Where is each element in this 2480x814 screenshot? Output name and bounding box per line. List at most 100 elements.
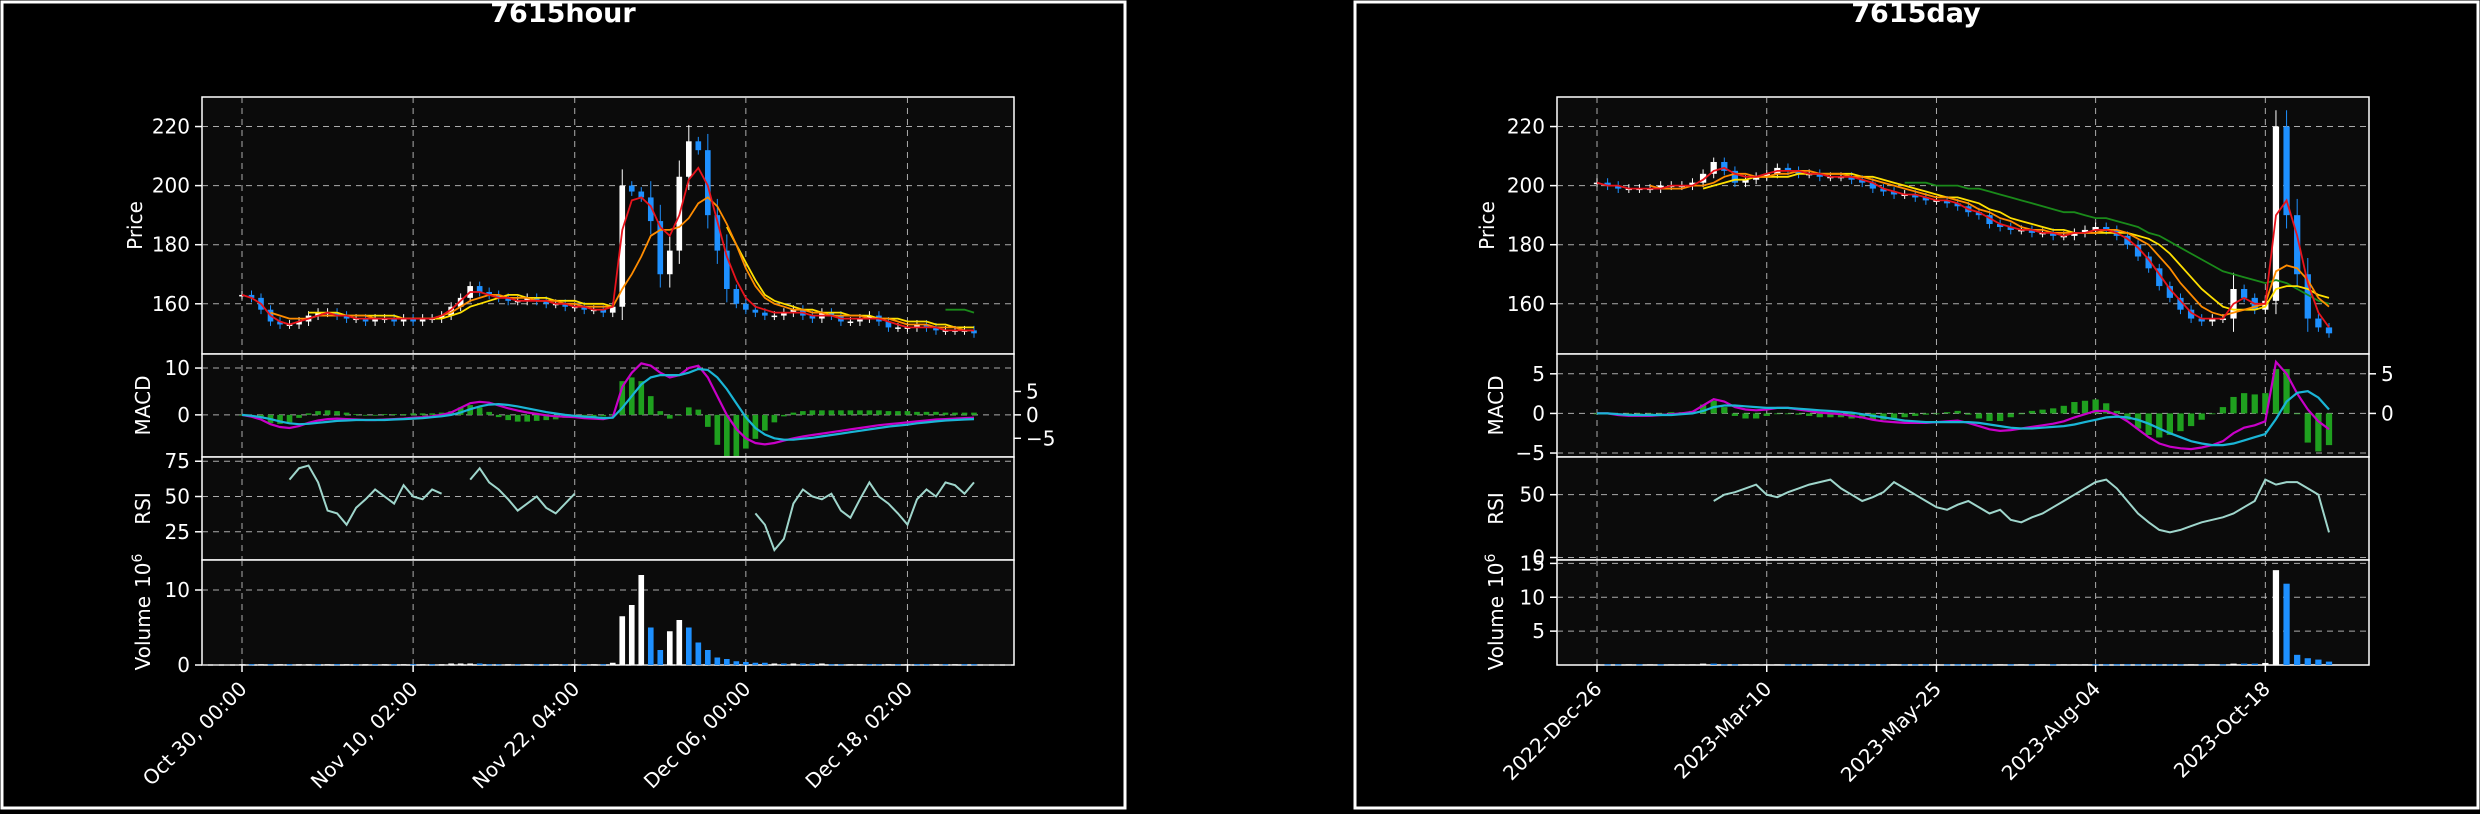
hourly-volume-bar [400, 664, 407, 666]
hourly-price-ytick-label: 220 [152, 115, 190, 139]
hourly-volume-bar [467, 663, 473, 665]
daily-macd-histogram-bar [2230, 396, 2237, 414]
daily-macd-histogram-bar [2219, 407, 2227, 414]
hourly-volume-bar [372, 664, 378, 666]
hourly-candle-body [524, 297, 531, 301]
hourly-macd-histogram-bar [543, 414, 550, 421]
daily-volume-bar [1636, 664, 1643, 666]
hourly-volume-multiplier: 10 [131, 563, 155, 588]
daily-macd-histogram-bar [1668, 412, 1675, 414]
daily-macd-histogram-bar [2240, 393, 2248, 414]
hourly-macd-histogram-bar [619, 381, 626, 415]
daily-rsi-ylabel: RSI [1484, 492, 1508, 525]
daily-macd-histogram-bar [2103, 403, 2110, 414]
daily-volume-bar [1816, 664, 1823, 666]
hourly-volume-bar [514, 664, 521, 666]
daily-macd-histogram-bar [1954, 410, 1961, 414]
daily-candle-body [1859, 179, 1866, 183]
hourly-volume-bar [353, 664, 359, 666]
hourly-volume-bar [838, 664, 844, 666]
hourly-candle-body [923, 324, 930, 328]
hourly-volume-bar [647, 627, 654, 665]
daily-candle-body [2177, 297, 2184, 310]
hourly-volume-bar [876, 664, 882, 666]
hourly-macd-histogram-bar [495, 414, 502, 418]
hourly-volume-bar [267, 664, 274, 666]
hourly-volume-bar [410, 664, 416, 666]
hourly-volume-bar [609, 662, 616, 665]
daily-volume-bar [2230, 663, 2237, 665]
daily-candle-body [2156, 268, 2163, 287]
hourly-macd-histogram-bar [638, 381, 645, 415]
hourly-candle-body [438, 315, 445, 319]
daily-candle-body [1922, 197, 1930, 201]
daily-candle-body [1689, 182, 1696, 186]
hourly-candle-body [743, 303, 749, 310]
hourly-volume-bar [638, 575, 645, 665]
daily-price-ylabel: Price [1475, 201, 1499, 250]
hourly-candle-body [790, 309, 797, 313]
daily-signal-line [1597, 390, 2330, 447]
hourly-macd-histogram-bar [590, 414, 597, 418]
hourly-volume-bar [828, 664, 835, 666]
hourly-volume-bar [590, 664, 597, 666]
daily-volume-bar [1837, 664, 1845, 666]
daily-macd-histogram-bar [2283, 369, 2290, 414]
hourly-volume-bar [762, 662, 768, 665]
hourly-macd-histogram-bar [705, 414, 711, 427]
daily-macd-histogram-bar [1986, 413, 1993, 422]
hourly-volume-bar [952, 664, 958, 666]
daily-volume-multiplier: 10 [1484, 563, 1508, 588]
daily-volume-bar [1986, 664, 1993, 666]
daily-volume-ytick-label: 5 [1532, 619, 1545, 643]
daily-macd-histogram-bar [1742, 413, 1749, 419]
hourly-candle-body [809, 315, 816, 319]
hourly-volume-bar [486, 664, 492, 666]
daily-candle-body [1912, 194, 1919, 198]
daily-macd-histogram-bar [1922, 413, 1930, 415]
hourly-volume-bar [562, 664, 569, 666]
daily-volume-bar [1774, 664, 1781, 666]
daily-candle-body [2007, 226, 2014, 230]
daily-volume-bar [2092, 664, 2099, 666]
hourly-volume-bar [923, 664, 930, 666]
hourly-macd-histogram-bar [781, 414, 787, 417]
daily-volume-bar [2304, 658, 2311, 665]
hourly-macd-histogram-bar [790, 412, 797, 415]
daily-price-ticks: 160 180 200 220 [1507, 115, 1557, 316]
daily-volume-bar [1752, 664, 1760, 666]
hourly-macd-ytick-label: 10 [165, 356, 190, 380]
hourly-volume-bar [543, 664, 550, 666]
hourly-macd-histogram-bar [714, 414, 721, 445]
chart-hourly-title: 7615hour [490, 0, 636, 29]
hourly-candle-body [391, 318, 397, 322]
hourly-macd-histogram-bar [286, 414, 293, 423]
hourly-volume-bar [495, 664, 502, 666]
daily-volume-bar [1763, 664, 1770, 666]
chart-daily-title: 7615day [1851, 0, 1981, 29]
daily-macd-right-ytick-label: 0 [2381, 401, 2394, 425]
daily-volume-bar [2187, 664, 2195, 666]
daily-volume-bar [2294, 654, 2301, 665]
hourly-volume-bar [362, 664, 369, 666]
hourly-candle-body [533, 297, 540, 301]
hourly-volume-bar [286, 664, 293, 666]
hourly-macd-histogram-bar [334, 411, 340, 415]
daily-price-pane: Price 160 180 200 220 [1475, 96, 2370, 355]
hourly-candle-body [705, 150, 711, 216]
daily-volume-bar [2134, 664, 2142, 666]
daily-macd-histogram-bar [2134, 413, 2142, 429]
daily-candle-body [2283, 126, 2290, 216]
daily-volume-bar [2145, 664, 2152, 666]
daily-volume-bar [1742, 664, 1749, 666]
hourly-macd-histogram-bar [486, 411, 492, 415]
daily-candle-body [2166, 286, 2174, 298]
hourly-macd-histogram-bar [866, 410, 873, 415]
hourly-macd-histogram-bar [923, 411, 930, 415]
daily-rsi-grid [1557, 457, 2369, 560]
daily-volume-marks [1593, 570, 2333, 666]
daily-candle-body [1763, 173, 1770, 177]
hourly-macd-histogram-bar [695, 409, 702, 415]
hourly-candle-body [914, 324, 920, 328]
